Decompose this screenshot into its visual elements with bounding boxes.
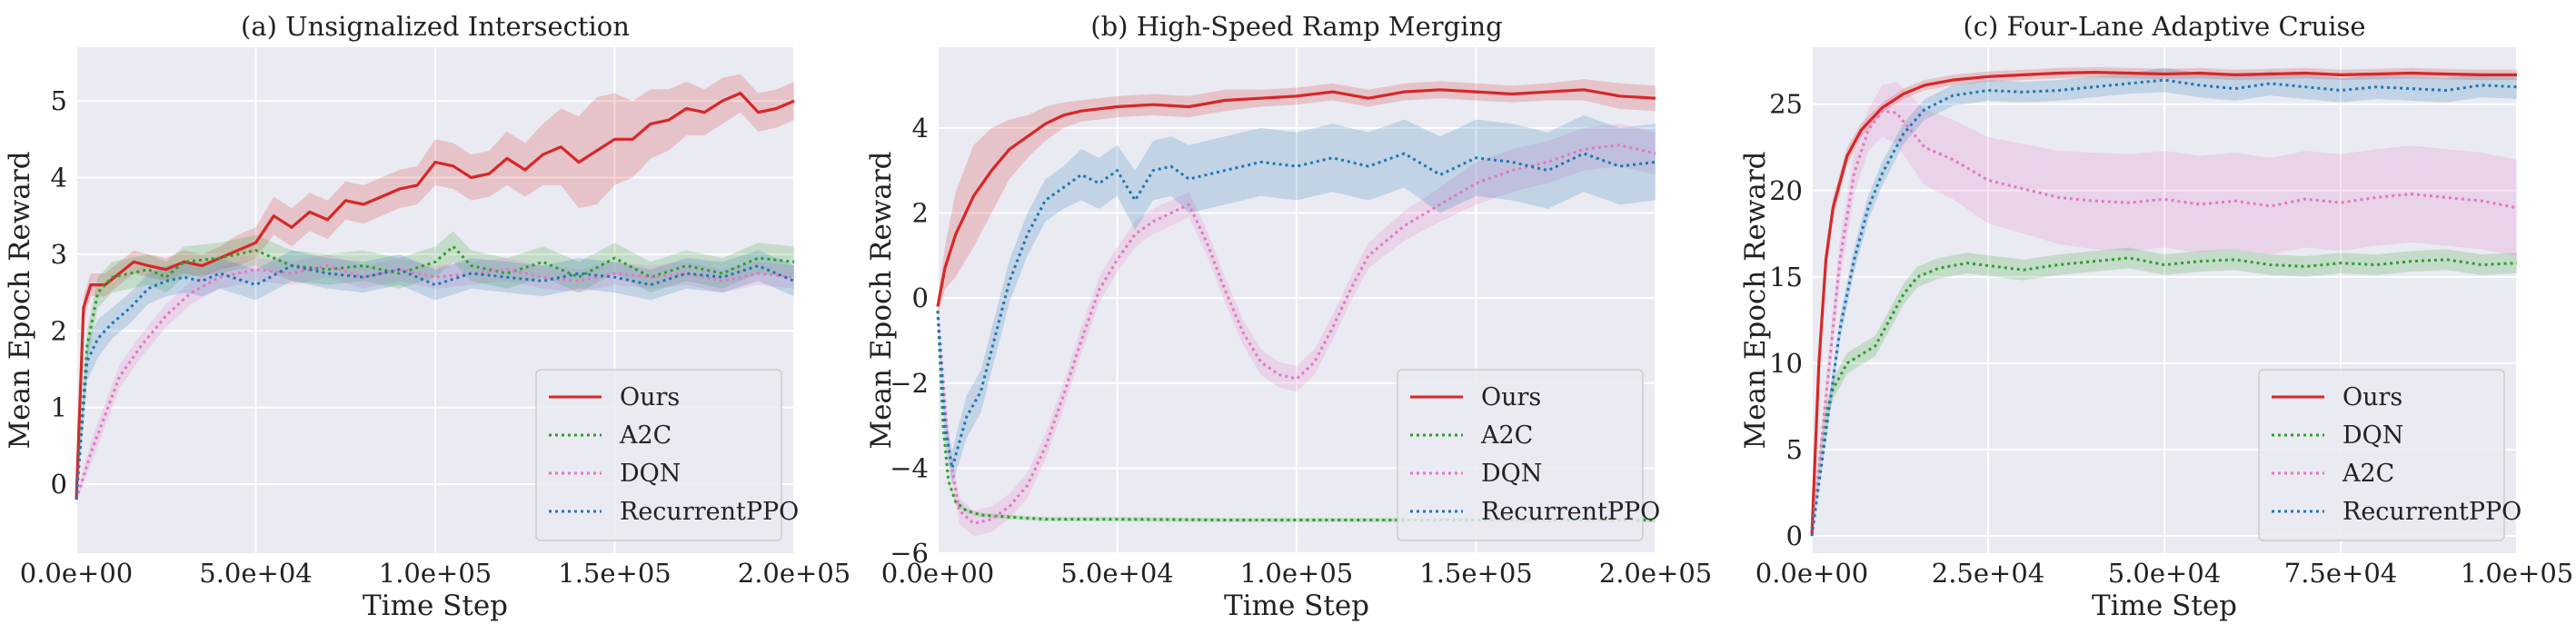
legend-label-recurrentppo: RecurrentPPO (620, 498, 799, 526)
y-tick-label: 20 (1769, 175, 1803, 206)
x-tick-label: 0.0e+00 (881, 558, 994, 589)
x-tick-label: 0.0e+00 (1755, 558, 1868, 589)
y-axis-label: Mean Epoch Reward (865, 151, 898, 449)
x-tick-label: 1.5e+05 (1419, 558, 1532, 589)
band-recurrentppo (938, 114, 1656, 486)
y-tick-label: 0 (51, 469, 67, 500)
y-tick-label: 0 (912, 282, 929, 313)
x-tick-label: 1.0e+05 (379, 558, 492, 589)
y-tick-label: 4 (51, 162, 67, 193)
y-axis-label: Mean Epoch Reward (1739, 151, 1772, 449)
legend-box (2258, 369, 2505, 541)
y-tick-label: 4 (912, 113, 929, 144)
x-tick-label: 5.0e+04 (1060, 558, 1173, 589)
legend-label-recurrentppo: RecurrentPPO (2342, 498, 2521, 526)
y-tick-label: 10 (1769, 348, 1803, 379)
x-tick-label: 2.0e+05 (1599, 558, 1712, 589)
y-tick-label: 2 (912, 198, 929, 229)
line-recurrentppo (1810, 78, 2518, 537)
line-dqn (936, 144, 1656, 525)
band-dqn (76, 253, 794, 504)
chart-panel-1: 0.0e+00 5.0e+04 1.0e+05 1.5e+05 2.0e+05 0 1 2 3 4… (4, 11, 850, 622)
x-tick-label: 1.5e+05 (558, 558, 671, 589)
legend-label-dqn: DQN (2342, 421, 2403, 450)
y-tick-label: −6 (890, 538, 929, 569)
line-dqn (75, 264, 795, 500)
chart-title: (c) Four-Lane Adaptive Cruise (1963, 11, 2365, 42)
chart-title: (a) Unsignalized Intersection (241, 11, 630, 42)
legend: Ours A2C DQN RecurrentPPO (1397, 369, 1660, 541)
x-tick-label: 1.0e+05 (2461, 558, 2573, 589)
line-recurrentppo (75, 264, 795, 500)
x-tick-label: 2.0e+05 (738, 558, 850, 589)
line-ours (1810, 71, 2517, 537)
x-tick-label: 5.0e+04 (2108, 558, 2221, 589)
legend: Ours A2C DQN RecurrentPPO (535, 369, 799, 541)
line-recurrentppo (936, 152, 1656, 470)
y-axis-label: Mean Epoch Reward (4, 151, 36, 449)
legend-box (1397, 369, 1644, 541)
chart-title: (b) High-Speed Ramp Merging (1090, 11, 1502, 42)
legend-label-ours: Ours (620, 383, 680, 411)
chart-panel-2: 0.0e+00 5.0e+04 1.0e+05 1.5e+05 2.0e+05 −6 −4 −… (865, 11, 1712, 622)
legend-label-dqn: DQN (1481, 460, 1542, 488)
x-axis-label: Time Step (1224, 590, 1369, 622)
line-ours (936, 88, 1656, 307)
x-tick-label: 7.5e+04 (2284, 558, 2397, 589)
x-tick-label: 1.0e+05 (1240, 558, 1353, 589)
x-tick-label: 5.0e+04 (199, 558, 312, 589)
y-tick-label: 15 (1769, 262, 1803, 292)
y-tick-label: 0 (1786, 520, 1803, 551)
band-a2c (76, 231, 794, 504)
x-tick-label: 2.5e+04 (1932, 558, 2044, 589)
y-tick-label: 2 (51, 315, 67, 346)
y-tick-label: 5 (1786, 434, 1803, 465)
x-axis-label: Time Step (2092, 590, 2237, 622)
y-tick-label: 1 (51, 392, 67, 423)
legend-box (535, 369, 782, 541)
legend-label-ours: Ours (2342, 383, 2402, 411)
legend-label-a2c: A2C (619, 421, 671, 450)
x-axis-label: Time Step (363, 590, 508, 622)
band-a2c (1812, 82, 2517, 538)
legend-label-a2c: A2C (2342, 460, 2394, 488)
band-recurrentppo (76, 250, 794, 504)
line-ours (75, 92, 795, 500)
y-tick-label: 5 (51, 85, 67, 116)
y-tick-label: −2 (890, 368, 929, 399)
x-tick-label: 0.0e+00 (20, 558, 133, 589)
legend-label-a2c: A2C (1480, 421, 1533, 450)
legend-label-ours: Ours (1481, 383, 1541, 411)
legend: Ours DQN A2C RecurrentPPO (2258, 369, 2521, 541)
band-dqn (938, 124, 1656, 537)
line-dqn (1810, 256, 2518, 537)
y-tick-label: 25 (1769, 89, 1803, 120)
chart-panel-3: 0.0e+00 2.5e+04 5.0e+04 7.5e+04 1.0e+05 0 5 10 1… (1739, 11, 2573, 622)
legend-label-recurrentppo: RecurrentPPO (1481, 498, 1660, 526)
y-tick-label: 3 (51, 239, 67, 270)
line-a2c (936, 311, 1656, 521)
y-tick-label: −4 (890, 452, 929, 483)
band-ours (76, 74, 794, 504)
line-a2c (1810, 109, 2518, 537)
legend-label-dqn: DQN (620, 460, 681, 488)
